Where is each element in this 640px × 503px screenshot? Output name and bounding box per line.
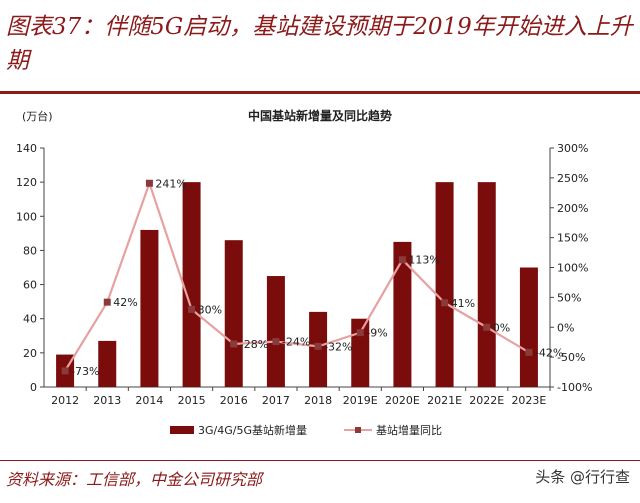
axes: 0 20 40 60 80 100 120 140 -100% -50% 0% 50% 100% 150%… xyxy=(16,142,592,407)
x-tick-label: 2019E xyxy=(343,394,378,407)
y2-tick-label: -50% xyxy=(557,351,585,364)
x-tick-label: 2022E xyxy=(469,394,504,407)
x-tick-label: 2023E xyxy=(511,394,546,407)
legend-swatch-marker xyxy=(355,427,361,433)
x-tick-label: 2018 xyxy=(304,394,332,407)
y-axis-label: (万台) xyxy=(22,109,53,123)
line-point xyxy=(356,329,364,337)
data-label: 113% xyxy=(408,254,439,267)
data-labels: -73% 42% 241% 30% -28% -24% -32% -9% 113% 41% 0% -4… xyxy=(71,177,563,378)
data-label: -73% xyxy=(71,365,99,378)
bar xyxy=(266,276,285,387)
line-series xyxy=(61,179,533,375)
line-point xyxy=(525,348,533,356)
y2-tick-label: 300% xyxy=(557,142,588,155)
legend-label: 基站增量同比 xyxy=(376,423,442,437)
bar xyxy=(140,229,159,387)
line-point xyxy=(145,179,153,187)
y-tick-label: 80 xyxy=(23,244,37,257)
line-point xyxy=(398,256,406,264)
y-tick-label: 0 xyxy=(30,381,37,394)
title-divider xyxy=(0,91,640,94)
y2-tick-label: 0% xyxy=(557,321,574,334)
line-point xyxy=(314,342,322,350)
brand-watermark: 头条 @行行查 xyxy=(535,468,630,486)
data-label: -9% xyxy=(366,327,387,340)
line-point xyxy=(188,305,196,313)
line-point xyxy=(103,298,111,306)
y-tick-label: 60 xyxy=(23,279,37,292)
x-tick-label: 2017 xyxy=(262,394,290,407)
bar xyxy=(351,318,370,387)
bar xyxy=(477,182,496,387)
bar xyxy=(98,340,117,387)
bar xyxy=(224,240,243,387)
figure-title: 图表37：伴随5G启动，基站建设预期于2019年开始进入上升期 xyxy=(6,14,633,74)
y2-tick-label: 150% xyxy=(557,232,588,245)
y2-tick-label: -100% xyxy=(557,381,592,394)
y2-tick-label: 250% xyxy=(557,172,588,185)
source-note: 资料来源：工信部，中金公司研究部 xyxy=(6,470,263,489)
x-tick-label: 2021E xyxy=(427,394,462,407)
source-divider xyxy=(0,460,640,461)
bar xyxy=(435,182,454,387)
data-label: 41% xyxy=(451,297,475,310)
y2-tick-label: 200% xyxy=(557,202,588,215)
y2-tick-label: 50% xyxy=(557,291,581,304)
line-point xyxy=(230,340,238,348)
x-tick-label: 2020E xyxy=(385,394,420,407)
data-label: 42% xyxy=(113,296,137,309)
data-label: -32% xyxy=(324,340,352,353)
line-point xyxy=(441,299,449,307)
data-label: -24% xyxy=(282,336,310,349)
legend: 3G/4G/5G基站新增量 基站增量同比 xyxy=(170,423,442,437)
x-tick-label: 2013 xyxy=(93,394,121,407)
data-label: 30% xyxy=(198,303,222,316)
y-tick-label: 20 xyxy=(23,347,37,360)
legend-swatch-bar xyxy=(170,426,194,434)
x-tick-label: 2016 xyxy=(220,394,248,407)
y2-tick-label: 100% xyxy=(557,262,588,275)
line-point xyxy=(272,338,280,346)
x-tick-label: 2015 xyxy=(178,394,206,407)
chart: 中国基站新增量及同比趋势 (万台) 0 20 40 60 80 100 120 140 -100… xyxy=(16,108,592,437)
bar xyxy=(519,267,538,387)
line-point xyxy=(483,323,491,331)
legend-label: 3G/4G/5G基站新增量 xyxy=(198,423,307,437)
chart-title: 中国基站新增量及同比趋势 xyxy=(248,108,392,123)
line-path xyxy=(64,179,530,372)
y-tick-label: 120 xyxy=(16,176,37,189)
y-tick-label: 140 xyxy=(16,142,37,155)
y-tick-label: 100 xyxy=(16,210,37,223)
bar xyxy=(182,182,201,387)
data-label: -28% xyxy=(240,338,268,351)
line-point xyxy=(61,367,69,375)
bar xyxy=(393,241,412,387)
y-tick-label: 40 xyxy=(23,313,37,326)
bar-series xyxy=(56,182,538,387)
x-tick-label: 2014 xyxy=(135,394,163,407)
data-label: -42% xyxy=(535,346,563,359)
data-label: 0% xyxy=(493,321,510,334)
data-label: 241% xyxy=(155,177,186,190)
x-tick-label: 2012 xyxy=(51,394,79,407)
